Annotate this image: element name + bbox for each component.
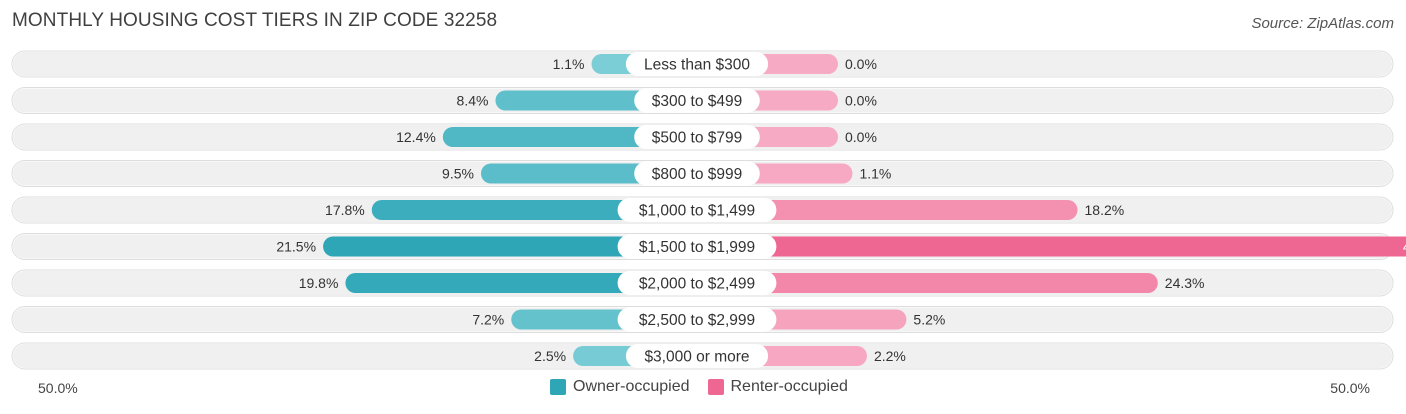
category-label: $500 to $799 [652, 130, 743, 147]
legend-owner-swatch [550, 379, 566, 395]
owner-value-label: 2.5% [534, 348, 566, 364]
category-label-pill [617, 234, 777, 259]
renter-value-label: 0.0% [845, 56, 877, 72]
renter-value-label: 47.0% [1403, 239, 1406, 255]
renter-value-label: 0.0% [845, 93, 877, 109]
owner-value-label: 7.2% [472, 312, 504, 328]
owner-value-label: 9.5% [442, 166, 474, 182]
renter-value-label: 1.1% [859, 166, 891, 182]
chart-title: MONTHLY HOUSING COST TIERS IN ZIP CODE 3… [12, 10, 498, 31]
owner-bar [323, 236, 697, 257]
renter-bar [697, 273, 1158, 293]
category-label-pill [634, 161, 760, 186]
category-label: $1,000 to $1,499 [639, 203, 755, 220]
renter-bar [697, 236, 1406, 257]
category-label: $3,000 or more [644, 349, 749, 366]
owner-value-label: 19.8% [299, 275, 339, 291]
owner-value-label: 21.5% [276, 239, 316, 255]
category-label: $2,000 to $2,499 [639, 276, 755, 293]
axis-left-label: 50.0% [38, 380, 78, 396]
category-label-pill [625, 344, 769, 368]
category-label: $300 to $499 [652, 93, 743, 110]
legend-owner-label: Owner-occupied [573, 378, 690, 395]
category-label: $1,500 to $1,999 [639, 239, 755, 256]
legend-owner: Owner-occupied [550, 378, 690, 396]
owner-bar [371, 200, 697, 220]
category-label-pill [617, 271, 777, 295]
owner-bar [442, 127, 697, 147]
owner-bar [345, 273, 697, 293]
renter-value-label: 18.2% [1085, 202, 1125, 218]
renter-value-label: 5.2% [913, 312, 945, 328]
category-label-pill [617, 307, 777, 332]
owner-value-label: 8.4% [457, 93, 489, 109]
renter-bar [697, 200, 1078, 220]
category-label-pill [617, 198, 777, 222]
legend-renter-swatch [707, 379, 724, 395]
category-label: Less than $300 [644, 57, 750, 74]
source-note: Source: ZipAtlas.com [1251, 15, 1394, 32]
renter-value-label: 24.3% [1165, 275, 1205, 291]
renter-value-label: 2.2% [874, 348, 906, 364]
category-label: $2,500 to $2,999 [639, 312, 755, 329]
owner-value-label: 17.8% [325, 202, 365, 218]
axis-right-label: 50.0% [1330, 380, 1370, 396]
category-label-pill [634, 125, 760, 149]
renter-value-label: 0.0% [845, 129, 877, 145]
legend: Owner-occupied Renter-occupied [550, 378, 866, 396]
category-label: $800 to $999 [652, 166, 743, 183]
owner-value-label: 12.4% [396, 129, 436, 145]
legend-renter-label: Renter-occupied [730, 378, 848, 395]
owner-value-label: 1.1% [553, 56, 585, 72]
category-label-pill [634, 88, 760, 113]
legend-renter: Renter-occupied [707, 378, 848, 396]
category-label-pill [625, 52, 769, 76]
